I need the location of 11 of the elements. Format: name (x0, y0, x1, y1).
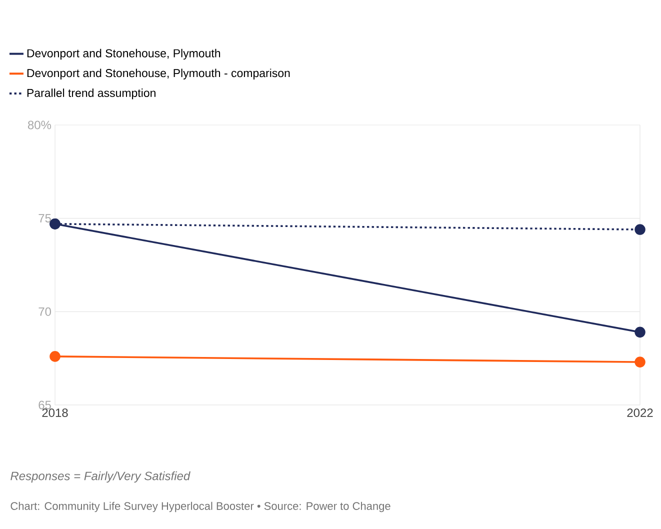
x-tick-label: 2018 (42, 408, 68, 418)
y-tick-label: 80% (28, 120, 52, 130)
y-tick-label: 65 (38, 400, 51, 410)
y-tick-label: 75 (38, 214, 51, 222)
y-tick-label: 70 (38, 307, 52, 316)
text: Chart: Community Life Survey Hyperlocal Booster • Source: Power to Change (10, 502, 390, 512)
text: Responses = Fairly/Very Satisfied (10, 471, 190, 483)
legend-label: Devonport and Stonehouse, Plymouth - comparison (27, 68, 290, 80)
legend-label: Parallel trend assumption (27, 88, 156, 100)
x-tick-label: 2022 (627, 408, 653, 418)
legend-label: Devonport and Stonehouse, Plymouth (27, 48, 220, 60)
